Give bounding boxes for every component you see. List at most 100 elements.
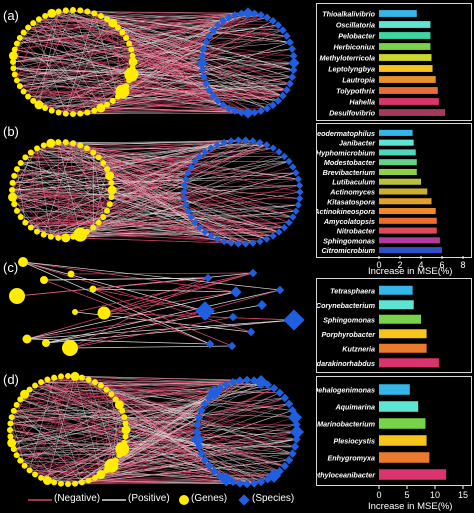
network-edge (26, 319, 295, 340)
network-edge (23, 32, 102, 109)
network-edge (70, 272, 254, 275)
species-node (196, 223, 204, 232)
species-node (200, 399, 210, 409)
network-edge (53, 429, 127, 483)
gene-node (47, 8, 57, 18)
species-node (202, 38, 211, 47)
network-edge (47, 379, 112, 395)
network-edge (100, 15, 290, 43)
network-edge (26, 291, 237, 340)
gene-node (72, 309, 78, 315)
network-edge (36, 148, 94, 228)
gene-node (13, 77, 20, 84)
gene-node (8, 414, 15, 421)
legend-positive-label: (Positive) (128, 493, 170, 504)
gene-node (107, 185, 117, 195)
gene-node (42, 105, 49, 112)
gene-node (104, 166, 111, 173)
gene-node (30, 97, 37, 104)
species-node (275, 285, 285, 295)
category-label: Modestobacter (324, 158, 376, 167)
category-label: Janibacter (339, 139, 376, 148)
network-edge (106, 389, 198, 440)
network-edge (43, 145, 246, 245)
network-edge (60, 376, 221, 476)
species-node (187, 163, 195, 171)
gene-node (77, 142, 84, 149)
bar (379, 32, 431, 39)
network-edge (12, 55, 133, 63)
species-node (257, 300, 267, 310)
species-node (274, 21, 283, 30)
gene-node (13, 40, 20, 47)
gene-node (13, 452, 20, 459)
network-edge (20, 144, 267, 164)
gene-node (11, 46, 18, 53)
gene-node (40, 142, 47, 149)
network-edge (51, 13, 210, 37)
network-edge (16, 404, 83, 483)
network-edge (132, 14, 262, 69)
network-edge (33, 22, 294, 57)
network-edge (20, 161, 289, 164)
bar (379, 87, 438, 94)
network-edge (13, 410, 298, 433)
species-node (230, 286, 242, 298)
gene-node (91, 10, 98, 17)
gene-node (123, 34, 130, 41)
network-edge (119, 379, 248, 456)
gene-node (84, 109, 91, 116)
species-node (193, 420, 202, 429)
network-edge (20, 399, 221, 476)
network-edge (20, 392, 215, 400)
network-edge (80, 139, 239, 146)
gene-node (40, 231, 47, 238)
gene-node (91, 379, 98, 386)
category-label: Corynebacterium (317, 301, 376, 310)
network-edge (28, 96, 218, 102)
bar (379, 343, 427, 353)
species-node (215, 471, 225, 480)
network-edge (106, 389, 293, 454)
network-edge (20, 162, 99, 223)
gene-node (47, 233, 54, 240)
network-edge (16, 62, 295, 81)
gene-node (97, 306, 111, 320)
species-node (280, 152, 288, 161)
species-node (224, 104, 233, 113)
category-label: Lutibaculum (332, 178, 375, 187)
network-edge (14, 32, 123, 50)
species-node (289, 213, 297, 221)
network-edge (112, 22, 283, 96)
bar (379, 168, 417, 175)
gene-node (109, 97, 116, 104)
species-node (292, 207, 300, 215)
gene-node (67, 270, 75, 278)
network-edge (80, 110, 236, 114)
network-edge (30, 175, 110, 228)
network-edge (14, 62, 295, 75)
network-edge (45, 95, 283, 109)
network-edge (19, 37, 203, 57)
category-label: Desulfovibrio (329, 109, 376, 118)
network-edge (132, 35, 287, 69)
network-edge (10, 397, 285, 424)
bar (379, 418, 426, 429)
gene-node (25, 93, 32, 100)
species-node (228, 377, 238, 387)
bar (379, 43, 431, 50)
gene-node (26, 467, 33, 474)
network-edge (12, 182, 104, 218)
category-label: Leptolyngbya (328, 65, 375, 74)
network-edge (117, 48, 293, 97)
gene-node (78, 479, 85, 486)
network-edge (16, 168, 280, 233)
gene-node (122, 420, 129, 427)
network-edge (80, 145, 94, 228)
network-edge (124, 392, 215, 418)
gene-node (97, 382, 104, 389)
species-node (284, 455, 294, 465)
gene-node (91, 474, 98, 481)
network-edge (103, 312, 295, 321)
network-edge (111, 189, 206, 233)
